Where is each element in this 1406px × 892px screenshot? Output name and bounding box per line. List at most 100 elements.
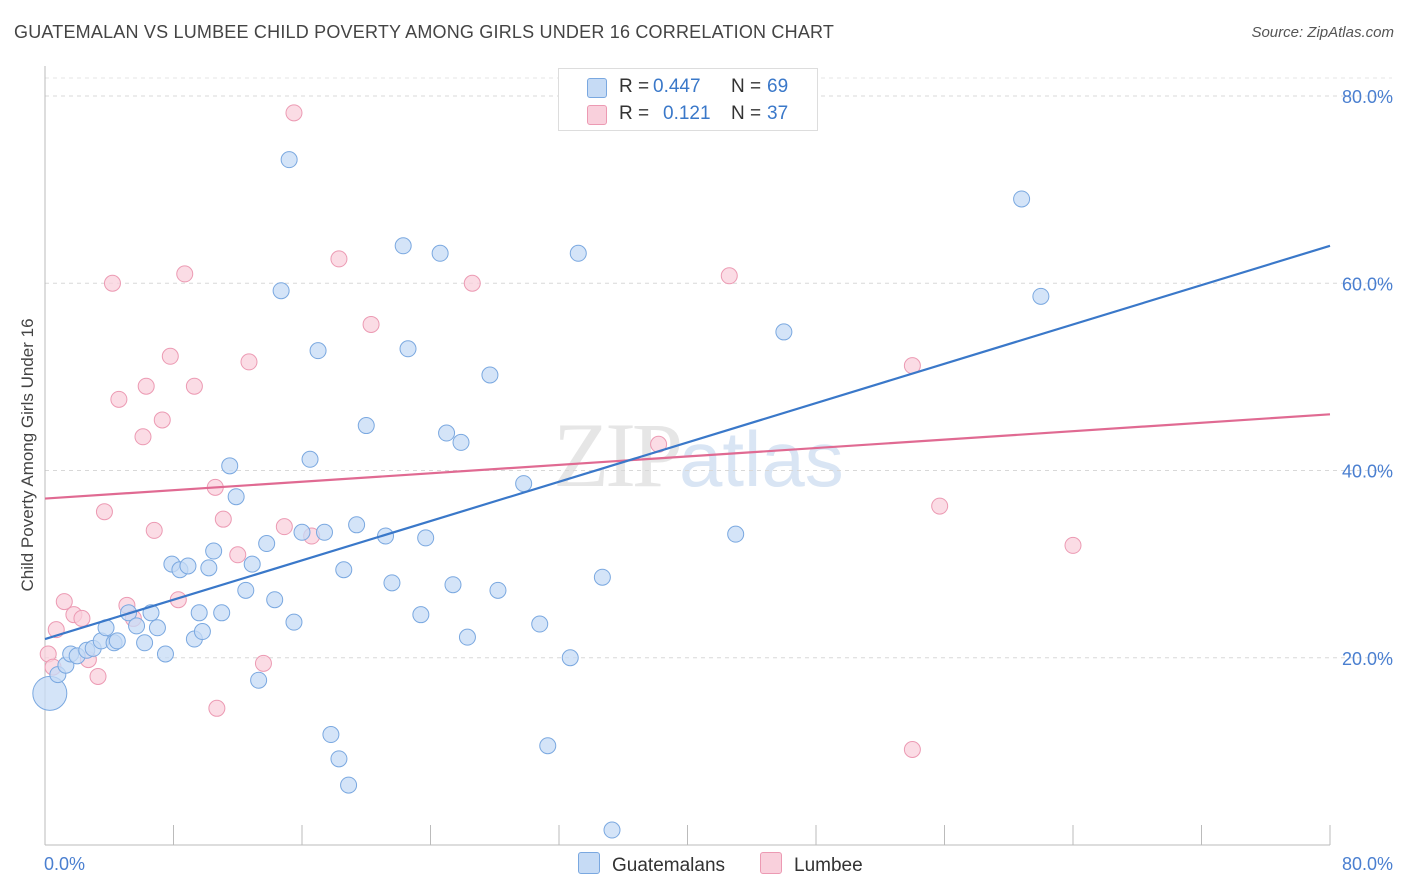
lumbee-point xyxy=(208,699,226,717)
guatemalan-point xyxy=(285,613,303,631)
guatemalan-point xyxy=(315,523,333,541)
bottom-legend-label: Guatemalans xyxy=(612,855,726,876)
y-tick-label: 40.0% xyxy=(1342,462,1393,482)
guatemalan-point xyxy=(1032,287,1050,305)
lumbee-point xyxy=(110,390,128,408)
legend-r-label: R = xyxy=(619,103,650,124)
lumbee-point xyxy=(275,518,293,536)
bottom-legend-swatch-pink xyxy=(760,852,782,874)
lumbee-point xyxy=(285,104,303,122)
legend-n-value: 69 xyxy=(767,76,789,97)
guatemalan-point xyxy=(237,581,255,599)
guatemalan-point xyxy=(593,568,611,586)
guatemalan-point xyxy=(603,821,621,839)
guatemalan-point xyxy=(531,615,549,633)
guatemalan-trend-line xyxy=(44,244,1331,641)
guatemalan-point xyxy=(394,237,412,255)
guatemalan-point xyxy=(335,561,353,579)
guatemalan-point xyxy=(128,617,146,635)
bottom-legend-guatemalans: Guatemalans xyxy=(578,852,725,877)
guatemalan-point xyxy=(301,450,319,468)
lumbee-point xyxy=(931,497,949,515)
guatemalan-point xyxy=(258,535,276,553)
guatemalan-point xyxy=(148,619,166,637)
lumbee-point xyxy=(73,609,91,627)
stats-legend: R = 0.447 N = 69 R = 0.121 N = 37 xyxy=(558,68,818,131)
guatemalan-point xyxy=(108,632,126,650)
guatemalan-point xyxy=(515,475,533,493)
legend-r-value: 0.121 xyxy=(663,103,711,124)
x-tick-label: 0.0% xyxy=(44,854,85,874)
guatemalan-point xyxy=(431,244,449,262)
guatemalan-point xyxy=(330,750,348,768)
guatemalan-point xyxy=(280,151,298,169)
legend-n-label: N = xyxy=(731,103,762,124)
guatemalan-point xyxy=(205,542,223,560)
guatemalan-point xyxy=(221,457,239,475)
lumbee-point xyxy=(362,315,380,333)
lumbee-point xyxy=(89,667,107,685)
guatemalan-point xyxy=(357,417,375,435)
lumbee-point xyxy=(463,274,481,292)
lumbee-point xyxy=(137,377,155,395)
guatemalan-point xyxy=(348,516,366,534)
legend-r-value: 0.447 xyxy=(653,76,701,97)
lumbee-point xyxy=(240,353,258,371)
lumbee-point xyxy=(153,411,171,429)
bottom-legend-swatch-blue xyxy=(578,852,600,874)
lumbee-point xyxy=(903,741,921,759)
lumbee-point xyxy=(185,377,203,395)
x-tick-label: 80.0% xyxy=(1342,854,1393,874)
guatemalan-point xyxy=(193,623,211,641)
guatemalan-point xyxy=(444,576,462,594)
lumbee-point xyxy=(103,274,121,292)
legend-swatch-pink xyxy=(587,105,607,125)
guatemalan-point xyxy=(250,671,268,689)
guatemalan-point xyxy=(727,525,745,543)
guatemalan-point xyxy=(775,323,793,341)
guatemalan-point xyxy=(539,737,557,755)
legend-n-label: N = xyxy=(731,76,762,97)
lumbee-trend-line xyxy=(44,413,1331,500)
lumbee-point xyxy=(720,267,738,285)
guatemalan-point xyxy=(190,604,208,622)
guatemalan-point xyxy=(200,559,218,577)
bottom-legend-label: Lumbee xyxy=(794,855,863,876)
guatemalan-point xyxy=(1013,190,1031,208)
guatemalan-point xyxy=(383,574,401,592)
guatemalan-point xyxy=(179,557,197,575)
guatemalan-point xyxy=(561,649,579,667)
lumbee-point xyxy=(145,521,163,539)
lumbee-point xyxy=(95,503,113,521)
guatemalan-point xyxy=(412,606,430,624)
legend-n-value: 37 xyxy=(767,103,789,124)
guatemalan-point xyxy=(481,366,499,384)
lumbee-point xyxy=(214,510,232,528)
guatemalan-point xyxy=(489,581,507,599)
y-tick-label: 80.0% xyxy=(1342,87,1393,107)
guatemalan-point xyxy=(136,634,154,652)
lumbee-point xyxy=(134,428,152,446)
lumbee-point xyxy=(176,265,194,283)
guatemalan-point xyxy=(340,776,358,794)
guatemalan-point xyxy=(156,645,174,663)
guatemalan-point xyxy=(417,529,435,547)
guatemalan-point xyxy=(399,340,417,358)
chart-title: GUATEMALAN VS LUMBEE CHILD POVERTY AMONG… xyxy=(14,22,835,42)
guatemalan-point xyxy=(438,424,456,442)
source-label: Source: ZipAtlas.com xyxy=(1251,24,1394,41)
guatemalan-point xyxy=(266,591,284,609)
guatemalan-point xyxy=(377,527,395,545)
guatemalan-point xyxy=(227,488,245,506)
y-tick-label: 20.0% xyxy=(1342,649,1393,669)
guatemalan-point xyxy=(452,433,470,451)
bottom-legend-lumbee: Lumbee xyxy=(760,852,863,877)
watermark-atlas: atlas xyxy=(679,415,844,503)
lumbee-point xyxy=(55,593,73,611)
lumbee-point xyxy=(254,654,272,672)
lumbee-point xyxy=(161,347,179,365)
watermark: ZIPatlas xyxy=(553,402,844,508)
guatemalan-point xyxy=(569,244,587,262)
guatemalan-point xyxy=(322,726,340,744)
